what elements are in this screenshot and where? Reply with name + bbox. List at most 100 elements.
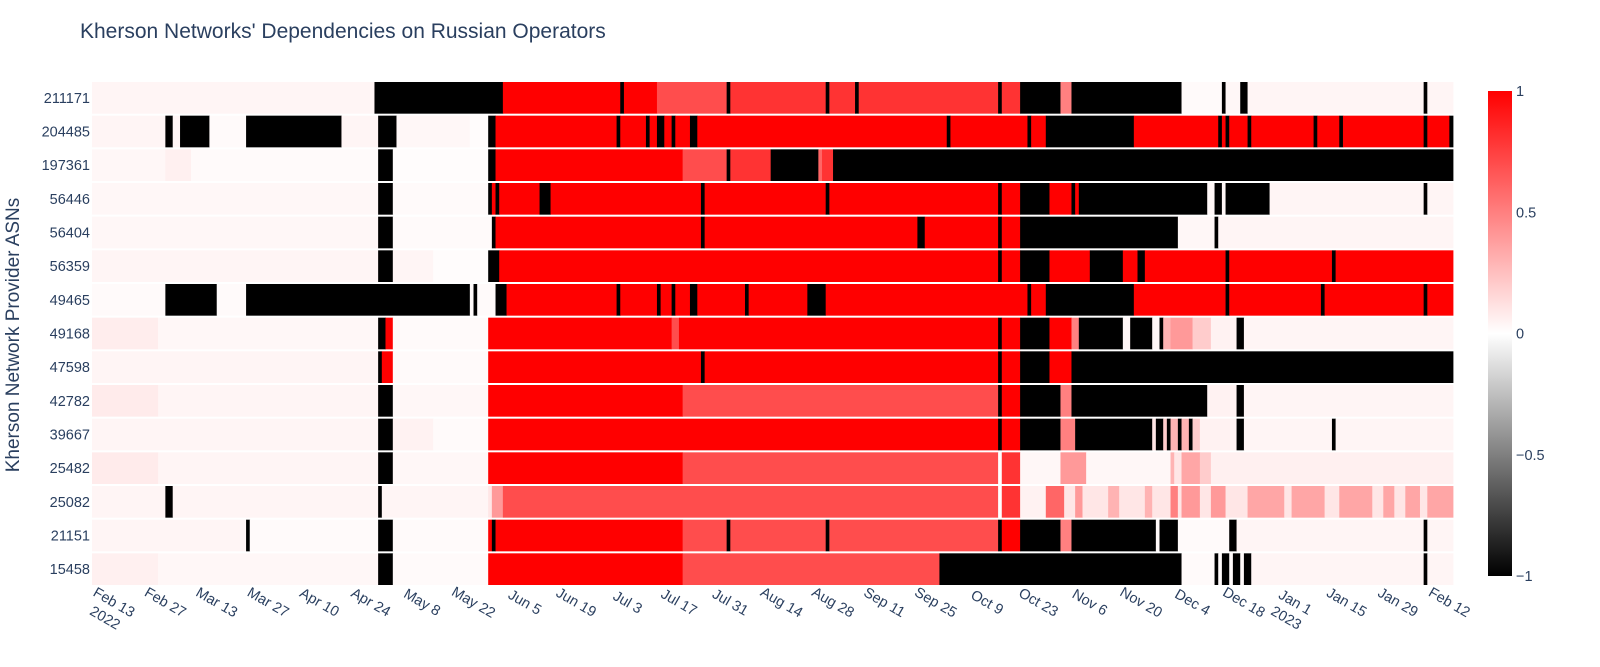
heatmap-cell	[1372, 486, 1384, 518]
x-tick-label: Dec 18	[1220, 585, 1268, 622]
heatmap-cell	[1427, 284, 1454, 316]
heatmap-cell	[1427, 183, 1454, 215]
heatmap-cell	[704, 351, 999, 383]
heatmap-cell	[1174, 452, 1182, 484]
heatmap-cell	[1181, 418, 1190, 451]
x-tick: Aug 28	[809, 585, 857, 622]
heatmap-cell	[998, 183, 1003, 215]
heatmap-cell	[730, 149, 772, 181]
y-tick-label: 56359	[50, 259, 90, 275]
heatmap-cell	[1159, 317, 1164, 350]
heatmap-cell	[1423, 284, 1428, 316]
heatmap-cell	[1427, 553, 1454, 585]
x-tick: Jul 31	[709, 586, 751, 619]
heatmap-cell	[998, 351, 1003, 383]
heatmap-cell	[675, 115, 691, 148]
colorbar-tick-label: −0.5	[1516, 448, 1545, 464]
heatmap-cell	[1133, 115, 1219, 148]
heatmap-cell	[1089, 250, 1124, 282]
heatmap-cell	[818, 149, 823, 181]
heatmap-cell	[1335, 418, 1454, 451]
heatmap-cell	[664, 115, 673, 148]
heatmap-cell	[1251, 115, 1314, 148]
x-tick-label: Mar 27	[244, 585, 291, 621]
x-tick-label: Jul 31	[709, 586, 751, 619]
colorbar-tick-label: 1	[1516, 84, 1524, 100]
heatmap-cell	[495, 216, 702, 249]
heatmap-cell	[1031, 284, 1047, 316]
heatmap-cell	[1427, 115, 1450, 148]
heatmap-cell	[381, 486, 489, 518]
x-tick: Dec 18	[1220, 585, 1268, 622]
heatmap-cell	[656, 115, 665, 148]
heatmap-cell	[191, 149, 379, 181]
x-tick-label: Jul 3	[610, 588, 645, 617]
heatmap-cell	[998, 82, 1003, 114]
heatmap-cell	[1331, 250, 1337, 282]
heatmap-cell	[833, 149, 1454, 181]
heatmap-cell	[92, 82, 375, 114]
heatmap-cell	[998, 250, 1003, 282]
heatmap-cell	[700, 351, 706, 383]
heatmap-cell	[1170, 452, 1175, 484]
heatmap-cell	[378, 519, 394, 552]
heatmap-cell	[1229, 519, 1237, 552]
heatmap-cell	[1001, 452, 1021, 484]
heatmap-cell	[1331, 418, 1337, 451]
x-tick: Apr 24	[348, 585, 393, 620]
heatmap-cell	[1181, 553, 1215, 585]
heatmap-cell	[1001, 183, 1021, 215]
heatmap-cell	[1133, 284, 1226, 316]
y-tick-label: 197361	[42, 158, 90, 174]
colorbar	[1488, 91, 1512, 576]
heatmap-cell	[92, 183, 379, 215]
x-tick-label: Oct 9	[968, 587, 1006, 618]
colorbar-tick-label: 0.5	[1516, 205, 1536, 221]
heatmap-cell	[700, 216, 706, 249]
heatmap-cell	[682, 452, 999, 484]
heatmap-cell	[1427, 486, 1454, 518]
heatmap-cell	[378, 317, 386, 350]
heatmap-cell	[1071, 385, 1208, 417]
heatmap-cell	[1247, 82, 1425, 114]
heatmap-cell	[1192, 418, 1201, 451]
heatmap-cell	[392, 553, 489, 585]
heatmap-cell	[697, 115, 948, 148]
heatmap-cell	[1122, 317, 1131, 350]
heatmap-cell	[1232, 553, 1241, 585]
heatmap-cell	[1394, 486, 1406, 518]
y-tick-label: 21151	[51, 529, 90, 545]
heatmap-cell	[92, 115, 166, 148]
heatmap-cell	[660, 284, 673, 316]
heatmap-cell	[1027, 115, 1032, 148]
heatmap-cell	[488, 149, 496, 181]
heatmap-cell	[1236, 418, 1245, 451]
heatmap-cell	[1236, 317, 1245, 350]
heatmap-cell	[1049, 317, 1072, 350]
x-tick-label: Jan 15	[1323, 585, 1369, 621]
x-tick: Sep 11	[861, 585, 908, 621]
heatmap-cell	[1225, 115, 1230, 148]
heatmap-cell	[1247, 115, 1252, 148]
heatmap-cell	[1335, 250, 1454, 282]
heatmap-cell	[1320, 284, 1326, 316]
heatmap-cell	[92, 385, 159, 417]
x-tick: Dec 4	[1172, 587, 1213, 620]
heatmap-cell	[671, 317, 680, 350]
heatmap-cell	[1020, 183, 1050, 215]
heatmap-cell	[1427, 82, 1454, 114]
heatmap-cell	[704, 216, 918, 249]
heatmap-cell	[855, 82, 860, 114]
heatmap-cell	[499, 183, 540, 215]
heatmap-cell	[1225, 284, 1230, 316]
heatmap-cell	[1419, 486, 1428, 518]
heatmap-cell	[1045, 486, 1065, 518]
heatmap-cell	[682, 553, 940, 585]
y-tick-label: 56446	[50, 192, 90, 208]
heatmap-cell	[1049, 351, 1072, 383]
heatmap-cell	[1144, 250, 1226, 282]
heatmap-cell	[726, 149, 731, 181]
heatmap-cell	[378, 250, 394, 282]
heatmap-cell	[1177, 519, 1230, 552]
